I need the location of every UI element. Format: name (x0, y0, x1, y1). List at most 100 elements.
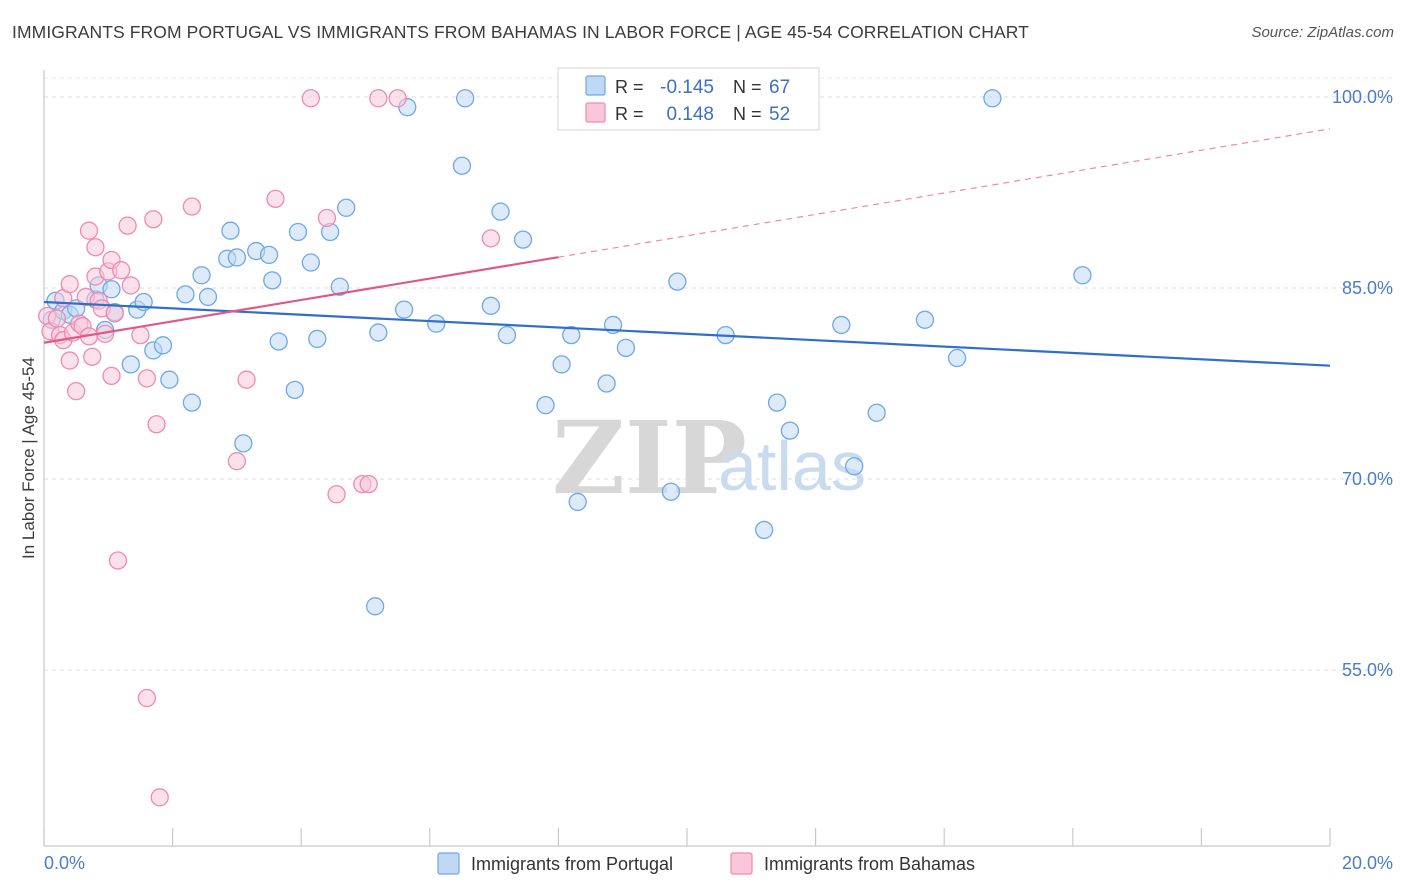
y-tick-label: 100.0% (1332, 87, 1393, 107)
point-bahamas (105, 304, 124, 323)
point-portugal (616, 338, 636, 357)
point-portugal (330, 277, 349, 296)
point-bahamas (388, 89, 407, 108)
point-portugal (221, 221, 240, 240)
point-portugal (552, 355, 571, 374)
point-portugal (288, 222, 308, 242)
point-portugal (481, 296, 501, 315)
point-portugal (915, 310, 935, 329)
x-tick-label-right: 20.0% (1342, 853, 1393, 873)
point-portugal (668, 272, 687, 291)
point-portugal (285, 380, 304, 400)
point-portugal (176, 285, 195, 304)
point-portugal (269, 332, 288, 351)
point-bahamas (237, 370, 256, 389)
point-portugal (182, 393, 202, 412)
point-portugal (452, 156, 472, 175)
point-bahamas (86, 238, 105, 257)
series-legend-label-bahamas: Immigrants from Bahamas (764, 854, 975, 874)
point-portugal (365, 597, 385, 616)
point-bahamas (67, 381, 86, 401)
trend-lines (43, 128, 1331, 367)
point-portugal (153, 336, 173, 355)
point-portugal (1073, 266, 1092, 285)
series-legend-swatch-portugal (437, 852, 460, 875)
legend-swatch-bahamas (585, 102, 606, 123)
point-bahamas (481, 229, 501, 248)
point-portugal (767, 393, 787, 412)
point-bahamas (60, 351, 79, 370)
point-bahamas (327, 485, 346, 504)
point-bahamas (47, 309, 67, 328)
y-tick-label: 70.0% (1342, 469, 1393, 489)
point-portugal (755, 520, 774, 540)
legend-r-value-bahamas: 0.148 (666, 104, 714, 125)
point-portugal (536, 395, 555, 415)
point-portugal (867, 403, 886, 422)
point-bahamas (131, 325, 150, 345)
point-bahamas (118, 216, 137, 235)
point-bahamas (150, 788, 169, 807)
point-bahamas (112, 261, 131, 280)
point-portugal (121, 355, 140, 374)
legend-r-value-portugal: -0.145 (660, 77, 714, 98)
point-bahamas (83, 347, 102, 366)
point-portugal (491, 202, 510, 221)
point-portugal (983, 89, 1002, 108)
point-portugal (597, 374, 616, 393)
legend-r-label-bahamas: R = (615, 104, 644, 124)
trend-line-solid-1 (43, 256, 559, 344)
chart-title: IMMIGRANTS FROM PORTUGAL VS IMMIGRANTS F… (12, 22, 1029, 42)
point-portugal (394, 300, 414, 319)
point-portugal (259, 245, 279, 265)
point-portugal (160, 370, 179, 389)
point-portugal (301, 253, 320, 272)
watermark-atlas: atlas (718, 427, 866, 505)
y-tick-label: 85.0% (1342, 278, 1393, 298)
x-ticks (43, 828, 1331, 846)
data-points (38, 89, 1092, 807)
point-portugal (227, 248, 247, 267)
point-bahamas (137, 688, 157, 708)
point-portugal (947, 348, 967, 368)
watermark: ZIP atlas (552, 399, 866, 517)
point-bahamas (137, 369, 157, 388)
point-portugal (427, 314, 446, 333)
point-portugal (308, 329, 327, 349)
point-bahamas (79, 221, 99, 240)
legend-r-label-portugal: R = (615, 77, 644, 97)
point-portugal (102, 280, 121, 299)
y-tick-labels: 100.0% 85.0% 70.0% 55.0% (1332, 87, 1393, 680)
point-bahamas (301, 89, 320, 108)
point-bahamas (266, 189, 285, 209)
point-portugal (369, 323, 388, 342)
source-credit: Source: ZipAtlas.com (1251, 24, 1394, 41)
x-tick-label-left: 0.0% (44, 853, 85, 873)
point-portugal (845, 457, 864, 476)
point-portugal (832, 315, 851, 335)
point-bahamas (121, 276, 140, 295)
point-portugal (497, 325, 517, 345)
point-portugal (198, 287, 218, 307)
y-axis-title: In Labor Force | Age 45-54 (19, 357, 38, 559)
point-portugal (234, 434, 253, 453)
point-bahamas (108, 551, 128, 570)
point-bahamas (144, 210, 163, 229)
legend-n-value-bahamas: 52 (769, 104, 790, 125)
correlation-legend: R = -0.145 N = 67 R = 0.148 N = 52 (557, 67, 820, 131)
legend-n-value-portugal: 67 (769, 77, 790, 98)
point-portugal (337, 198, 356, 217)
point-bahamas (147, 415, 166, 434)
point-bahamas (102, 366, 121, 386)
point-portugal (263, 271, 282, 290)
point-bahamas (369, 89, 388, 108)
point-bahamas (182, 197, 202, 216)
trend-line-dashed-1 (558, 128, 1331, 258)
point-portugal (192, 266, 211, 285)
point-bahamas (359, 474, 378, 494)
point-portugal (456, 89, 475, 108)
series-legend: Immigrants from Portugal Immigrants from… (437, 852, 975, 875)
point-portugal (562, 325, 581, 345)
point-portugal (661, 482, 681, 501)
